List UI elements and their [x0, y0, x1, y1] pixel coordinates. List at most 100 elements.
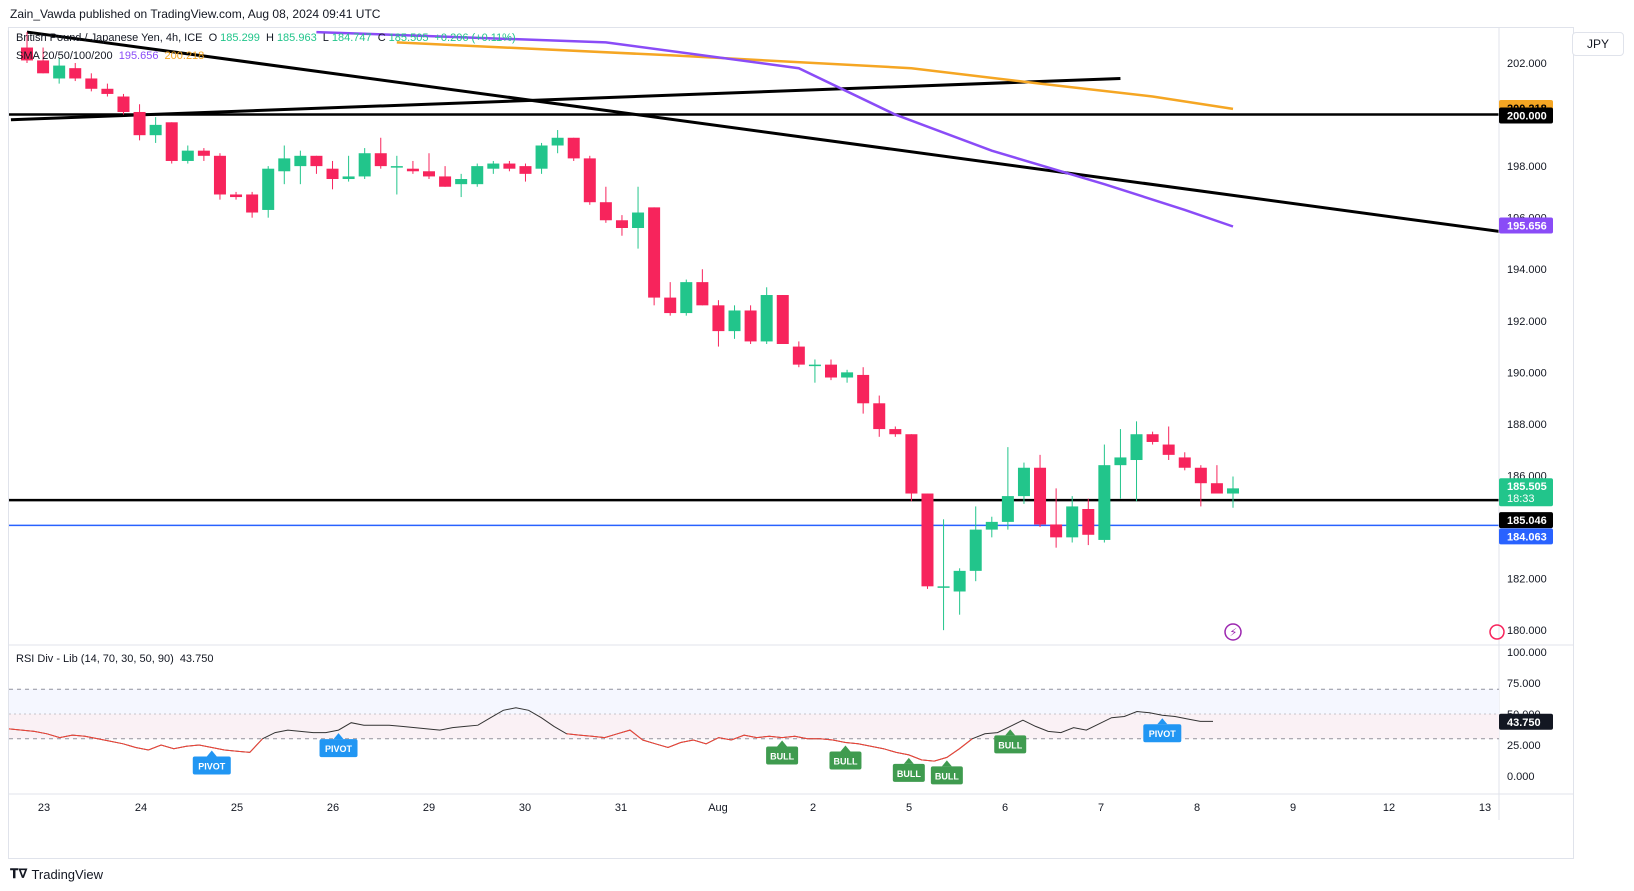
candle[interactable] — [857, 367, 870, 414]
candle[interactable] — [406, 160, 419, 174]
candle[interactable] — [1098, 444, 1111, 543]
candle[interactable] — [760, 287, 773, 345]
candle[interactable] — [165, 122, 178, 164]
candle[interactable] — [680, 279, 693, 316]
candle[interactable] — [310, 155, 323, 174]
candle[interactable] — [696, 269, 709, 306]
candle[interactable] — [262, 166, 275, 218]
candle[interactable] — [873, 395, 886, 437]
candle[interactable] — [1130, 421, 1143, 502]
candle[interactable] — [181, 145, 194, 164]
price-pane[interactable] — [9, 30, 1634, 631]
candle[interactable] — [53, 57, 66, 84]
candle[interactable] — [632, 186, 645, 249]
candle[interactable] — [326, 160, 339, 190]
candle[interactable] — [439, 166, 452, 187]
trend-line-up[interactable] — [10, 76, 1121, 122]
candle[interactable] — [213, 153, 226, 200]
candle[interactable] — [969, 506, 982, 582]
price-tag[interactable]: 185.046 — [1499, 512, 1553, 529]
candle[interactable] — [246, 191, 259, 218]
candle[interactable] — [1178, 452, 1191, 471]
news-icon[interactable] — [1489, 624, 1505, 640]
bull-label[interactable]: BULL — [994, 729, 1027, 754]
bull-label[interactable]: BULL — [829, 745, 862, 770]
bull-label[interactable]: BULL — [766, 740, 799, 765]
candle[interactable] — [889, 426, 902, 437]
candle[interactable] — [117, 93, 130, 115]
candle[interactable] — [1227, 476, 1239, 508]
candle[interactable] — [937, 519, 950, 631]
candle[interactable] — [583, 155, 596, 205]
trend-line-down[interactable] — [26, 30, 1634, 256]
candle[interactable] — [1146, 431, 1159, 445]
candle[interactable] — [278, 145, 291, 185]
candle[interactable] — [825, 359, 837, 381]
candle[interactable] — [230, 191, 243, 200]
currency-button[interactable]: JPY — [1572, 32, 1624, 56]
candle[interactable] — [1001, 447, 1014, 530]
candle[interactable] — [599, 186, 612, 223]
candle[interactable] — [197, 148, 210, 161]
candle[interactable] — [728, 305, 741, 339]
candle[interactable] — [1194, 465, 1207, 507]
lightning-icon[interactable]: ⚡ — [1224, 623, 1242, 641]
candle[interactable] — [85, 73, 98, 92]
sma-label[interactable]: SMA 20/50/100/200 — [16, 50, 113, 62]
candle[interactable] — [664, 282, 677, 316]
rsi-bear-segment[interactable] — [8, 728, 263, 753]
bull-label[interactable]: BULL — [930, 760, 963, 785]
candle[interactable] — [1082, 498, 1095, 546]
candle[interactable] — [1162, 426, 1175, 461]
price-tag[interactable]: 195.656 — [1499, 217, 1553, 234]
candle[interactable] — [455, 173, 468, 198]
candle[interactable] — [471, 163, 484, 187]
sma-line-purple[interactable] — [316, 30, 1234, 228]
price-tag[interactable]: 184.063 — [1499, 528, 1553, 545]
symbol-name[interactable]: British Pound / Japanese Yen, 4h, ICE — [16, 32, 203, 44]
pivot-label[interactable]: PIVOT — [319, 733, 358, 758]
candle[interactable] — [648, 207, 661, 306]
pivot-label[interactable]: PIVOT — [1143, 718, 1182, 743]
candle[interactable] — [390, 155, 403, 195]
candle[interactable] — [615, 215, 628, 236]
candle[interactable] — [921, 493, 934, 589]
candle[interactable] — [953, 568, 966, 615]
candle[interactable] — [1114, 429, 1127, 499]
price-tag[interactable]: 200.000 — [1499, 107, 1553, 124]
bull-label[interactable]: BULL — [892, 757, 925, 782]
candle[interactable] — [342, 155, 355, 182]
candle[interactable] — [1210, 465, 1223, 494]
candle[interactable] — [744, 305, 757, 345]
tradingview-brand[interactable]: 𝐓∇ TradingView — [10, 866, 103, 882]
candle[interactable] — [905, 434, 918, 502]
candle[interactable] — [519, 163, 532, 182]
candle[interactable] — [149, 117, 162, 143]
candle[interactable] — [374, 137, 387, 169]
candle[interactable] — [1034, 454, 1047, 528]
candle[interactable] — [294, 150, 307, 185]
rsi-bear-segment[interactable] — [566, 729, 973, 762]
candle[interactable] — [551, 130, 564, 154]
candle[interactable] — [792, 341, 805, 368]
candle[interactable] — [69, 63, 82, 82]
candle[interactable] — [423, 153, 435, 180]
candle[interactable] — [1017, 462, 1030, 504]
candle[interactable] — [535, 142, 548, 174]
candle[interactable] — [841, 369, 854, 383]
candle[interactable] — [712, 300, 725, 347]
candle[interactable] — [567, 137, 580, 161]
candle[interactable] — [985, 516, 998, 538]
candle[interactable] — [808, 359, 821, 383]
candle[interactable] — [487, 160, 500, 174]
sma-line-orange[interactable] — [396, 41, 1234, 111]
rsi-name[interactable]: RSI Div - Lib (14, 70, 30, 50, 90) — [16, 653, 174, 665]
pivot-label[interactable]: PIVOT — [192, 750, 231, 775]
candle[interactable] — [503, 160, 516, 172]
candle[interactable] — [776, 295, 789, 345]
candle[interactable] — [37, 47, 50, 74]
candle[interactable] — [133, 104, 146, 141]
candle[interactable] — [1066, 496, 1079, 543]
